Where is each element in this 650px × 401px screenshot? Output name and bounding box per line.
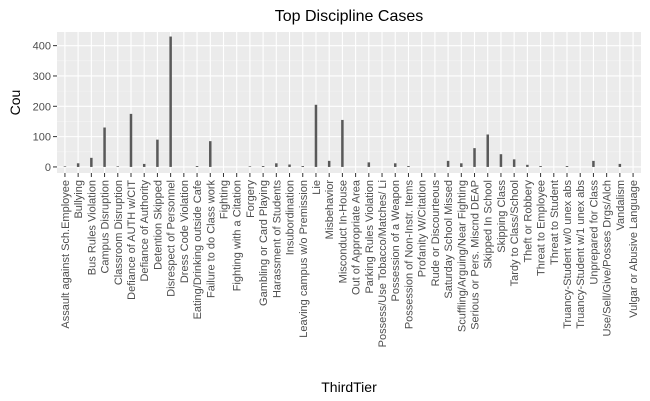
x-tick-label: Possession of Non-Instr. Items — [403, 180, 415, 330]
bar — [156, 139, 159, 167]
x-tick-label: Saturday School Missed — [443, 180, 455, 299]
x-tick-label: Possess/Use Tobacco/Matches/ Li — [377, 180, 389, 347]
bar — [116, 166, 120, 167]
x-tick-label: Use/Sell/Give/Posses Drgs/Alch — [602, 180, 614, 337]
y-tick-label: 200 — [33, 101, 51, 113]
bar — [248, 166, 252, 167]
y-tick-label: 100 — [33, 132, 51, 144]
x-tick-label: Truancy-Student w/1 unex abs — [575, 180, 587, 329]
bar — [592, 160, 595, 167]
bar — [367, 162, 371, 167]
x-axis-title: ThirdTier — [321, 379, 377, 395]
plot-panel — [57, 32, 641, 173]
x-tick-label: Failure to do Class work — [205, 180, 217, 298]
bar — [327, 160, 331, 167]
x-tick-label: Scuffling/Arguing/Near Fighting — [456, 180, 468, 332]
x-tick-label: Insubordination — [285, 180, 297, 255]
x-tick-label: Disrespect of Personnel — [166, 180, 178, 297]
x-axis: Assault against Sch.Employee Bullying Bus … — [60, 173, 640, 347]
x-tick-label: Fighting with a Citation — [232, 180, 244, 291]
y-tick-label: 0 — [45, 162, 51, 174]
bar — [129, 113, 133, 167]
bar — [341, 119, 344, 167]
x-tick-label: Campus Disruption — [100, 180, 112, 274]
y-tick-label: 400 — [33, 41, 51, 53]
y-tick-label: 300 — [33, 71, 51, 83]
bar — [314, 104, 318, 167]
bar — [460, 163, 463, 167]
x-tick-label: Vulgar or Abusive Language — [628, 180, 640, 318]
bar — [103, 127, 106, 167]
x-tick-label: Vandalism — [615, 180, 627, 231]
x-tick-label: Misconduct In-House — [337, 180, 349, 283]
bar — [195, 166, 199, 167]
x-tick-label: Leaving campus w/o Premission — [298, 180, 310, 338]
x-tick-label: Theft or Robbery — [522, 180, 534, 263]
x-tick-label: Parking Rules Violation — [364, 180, 376, 294]
x-tick-label: Serious or Pers. Miscnd DEAP — [470, 180, 482, 330]
x-tick-label: Classroom Disruption — [113, 180, 125, 285]
bar — [275, 163, 278, 167]
x-tick-label: Gambling or Card Playing — [258, 180, 270, 306]
x-tick-label: Detention Skipped — [152, 180, 164, 270]
x-tick-label: Truancy-Student w/0 unex abs — [562, 180, 574, 329]
x-tick-label: Threat to Student — [549, 180, 561, 265]
x-tick-label: Bus Rules Violation — [86, 180, 98, 275]
bar — [565, 166, 569, 167]
bar — [539, 166, 542, 167]
y-axis: 0 100 200 300 400 — [33, 41, 57, 174]
bar — [288, 164, 291, 167]
x-tick-label: Bullying — [73, 180, 85, 219]
bar — [618, 163, 622, 167]
bar — [526, 164, 529, 167]
bar — [76, 163, 80, 167]
x-tick-label: Assault against Sch.Employee — [60, 180, 72, 329]
bar — [209, 141, 212, 167]
x-tick-label: Tardy to Class/School — [509, 180, 521, 286]
bar — [90, 157, 93, 167]
x-tick-label: Lie — [311, 180, 323, 195]
x-tick-label: Misbehavior — [324, 180, 336, 240]
x-tick-label: Profanity W/Citation — [417, 180, 429, 277]
bar — [486, 134, 489, 167]
x-tick-label: Dress Code Violation — [179, 180, 191, 283]
bar — [169, 36, 172, 167]
bar — [301, 166, 305, 167]
grid-lines — [57, 32, 641, 173]
bar — [142, 163, 146, 167]
bar — [63, 166, 67, 167]
x-tick-label: Eating/Drinking outside Cafe — [192, 180, 204, 319]
bar — [407, 166, 410, 167]
x-tick-label: Out of Appropriate Area — [351, 179, 363, 295]
x-tick-label: Harassment of Students — [271, 180, 283, 299]
bar — [261, 166, 265, 167]
x-tick-label: Threat to Employee — [536, 180, 548, 276]
x-tick-label: Unprepared for Class — [588, 180, 600, 285]
bar — [473, 148, 476, 167]
x-tick-label: Defiance of Authority — [139, 180, 151, 282]
x-tick-label: Possession of a Weapon — [390, 180, 402, 301]
x-tick-label: Skipped In School — [483, 180, 495, 269]
x-tick-label: Rude or Discourteous — [430, 180, 442, 287]
bar — [393, 163, 397, 167]
x-tick-label: Skipping Class — [496, 180, 508, 253]
chart-title: Top Discipline Cases — [275, 8, 424, 25]
x-tick-label: Defiance of AUTH w/CIT — [126, 180, 138, 300]
bar — [446, 160, 450, 167]
y-axis-title: Cou — [7, 90, 23, 116]
bars-group — [63, 36, 622, 167]
bar — [512, 159, 516, 167]
bar — [499, 154, 503, 167]
x-tick-label: Forgery — [245, 180, 257, 218]
x-tick-label: Fighting — [218, 180, 230, 219]
